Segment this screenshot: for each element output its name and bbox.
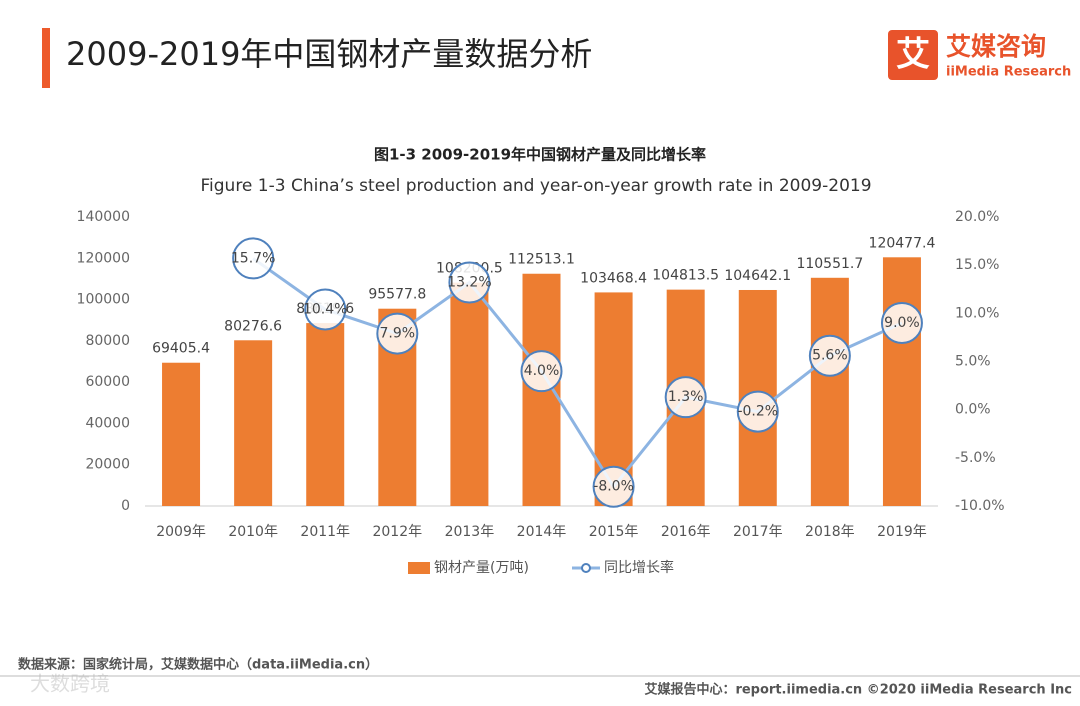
bar-value-label: 120477.4 bbox=[869, 235, 936, 251]
line-marker bbox=[808, 334, 851, 377]
legend-label: 同比增长率 bbox=[604, 559, 674, 576]
line-marker bbox=[736, 390, 779, 433]
y2-tick-label: 20.0% bbox=[955, 209, 999, 225]
line-value-label: 10.4% bbox=[303, 301, 347, 317]
logo-sub: iiMedia Research bbox=[946, 65, 1071, 80]
y-tick-label: 120000 bbox=[77, 250, 130, 266]
bar-value-label: 69405.4 bbox=[152, 341, 210, 357]
y-tick-label: 40000 bbox=[85, 415, 130, 431]
bar-value-label: 104813.5 bbox=[652, 268, 719, 284]
line-marker bbox=[448, 261, 491, 304]
line-marker bbox=[592, 465, 635, 508]
x-tick-label: 2009年 bbox=[156, 524, 206, 540]
bar bbox=[306, 323, 345, 506]
line-value-label: 1.3% bbox=[668, 389, 704, 405]
bar bbox=[882, 257, 921, 506]
y-tick-label: 60000 bbox=[85, 374, 130, 390]
line-value-label: -8.0% bbox=[593, 479, 634, 495]
bar-value-label: 110551.7 bbox=[796, 256, 863, 272]
line bbox=[252, 257, 903, 490]
x-tick-label: 2014年 bbox=[517, 524, 567, 540]
y2-tick-label: -10.0% bbox=[955, 498, 1005, 514]
y-tick-label: 20000 bbox=[85, 457, 130, 473]
source: 数据来源：国家统计局，艾媒数据中心（data.iiMedia.cn） bbox=[18, 657, 378, 673]
bar-value-label: 112513.1 bbox=[508, 252, 575, 268]
bar-value-label: 103468.4 bbox=[580, 270, 647, 286]
legend-swatch bbox=[408, 562, 430, 574]
legend-marker bbox=[581, 563, 591, 573]
line-marker bbox=[664, 376, 707, 419]
x-tick-label: 2011年 bbox=[300, 524, 350, 540]
chart-subtitle: Figure 1-3 China’s steel production and … bbox=[200, 176, 871, 196]
x-tick-label: 2017年 bbox=[733, 524, 783, 540]
logo-name: 艾媒咨询 bbox=[946, 32, 1046, 61]
bar bbox=[162, 362, 201, 506]
bar bbox=[450, 282, 489, 506]
line-marker bbox=[520, 350, 563, 393]
title-accent bbox=[42, 28, 50, 88]
watermark: 大数跨境 bbox=[30, 672, 110, 696]
line-value-label: 5.6% bbox=[812, 348, 848, 364]
logo-mark: 艾 bbox=[896, 35, 930, 75]
x-tick-label: 2018年 bbox=[805, 524, 855, 540]
y2-tick-label: 10.0% bbox=[955, 305, 999, 321]
bar-value-label: 80276.6 bbox=[224, 318, 282, 334]
y-tick-label: 80000 bbox=[85, 333, 130, 349]
line-marker bbox=[304, 288, 347, 331]
bar-value-label: 104642.1 bbox=[724, 268, 791, 284]
line-value-label: 7.9% bbox=[380, 326, 416, 342]
legend-label: 钢材产量(万吨) bbox=[434, 560, 529, 576]
bar-value-label: 95577.8 bbox=[368, 287, 426, 303]
chart-title: 图1-3 2009-2019年中国钢材产量及同比增长率 bbox=[374, 146, 706, 164]
line-marker bbox=[880, 301, 923, 344]
x-tick-label: 2019年 bbox=[877, 524, 927, 540]
y2-tick-label: 0.0% bbox=[955, 402, 991, 418]
y-tick-label: 0 bbox=[121, 498, 130, 514]
bar bbox=[810, 277, 849, 506]
x-tick-label: 2015年 bbox=[589, 524, 639, 540]
x-tick-label: 2013年 bbox=[445, 524, 495, 540]
x-tick-label: 2010年 bbox=[228, 524, 278, 540]
page-title: 2009-2019年中国钢材产量数据分析 bbox=[66, 35, 592, 73]
line-value-label: 15.7% bbox=[231, 250, 275, 266]
line-marker bbox=[232, 237, 275, 280]
y-tick-label: 100000 bbox=[77, 292, 130, 308]
logo-box bbox=[888, 30, 938, 80]
footer-report: 艾媒报告中心：report.iimedia.cn ©2020 iiMedia R… bbox=[644, 682, 1072, 698]
line-value-label: 9.0% bbox=[884, 315, 920, 331]
line-value-label: -0.2% bbox=[737, 404, 778, 420]
y2-tick-label: 15.0% bbox=[955, 257, 999, 273]
x-tick-label: 2012年 bbox=[372, 524, 422, 540]
bar bbox=[234, 340, 273, 506]
line-value-label: 13.2% bbox=[447, 275, 491, 291]
line-value-label: 4.0% bbox=[524, 363, 560, 379]
y2-tick-label: 5.0% bbox=[955, 354, 991, 370]
line-marker bbox=[376, 312, 419, 355]
y2-tick-label: -5.0% bbox=[955, 450, 996, 466]
y-tick-label: 140000 bbox=[77, 209, 130, 225]
x-tick-label: 2016年 bbox=[661, 524, 711, 540]
